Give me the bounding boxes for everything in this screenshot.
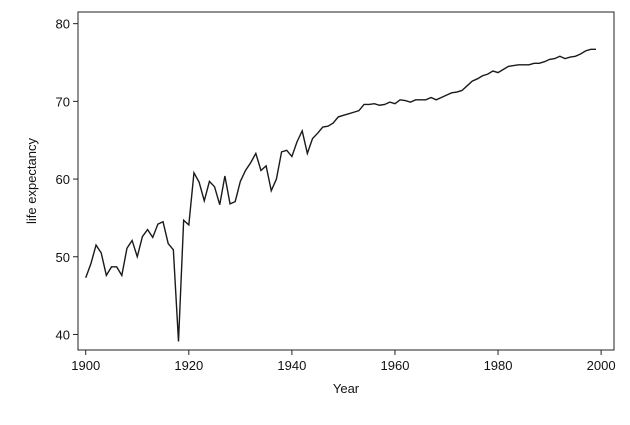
y-tick-label: 40 — [56, 327, 70, 342]
y-tick-label: 50 — [56, 250, 70, 265]
y-axis-label: life expectancy — [24, 138, 39, 224]
y-tick-label: 70 — [56, 94, 70, 109]
x-tick-label: 2000 — [587, 358, 616, 373]
x-axis-label: Year — [333, 381, 360, 396]
x-tick-label: 1980 — [484, 358, 513, 373]
x-tick-label: 1920 — [174, 358, 203, 373]
plot-frame — [77, 11, 615, 351]
x-tick-label: 1900 — [71, 358, 100, 373]
y-tick-label: 60 — [56, 172, 70, 187]
x-tick-label: 1940 — [277, 358, 306, 373]
x-tick-label: 1960 — [381, 358, 410, 373]
y-tick-label: 80 — [56, 17, 70, 32]
line — [85, 48, 596, 342]
